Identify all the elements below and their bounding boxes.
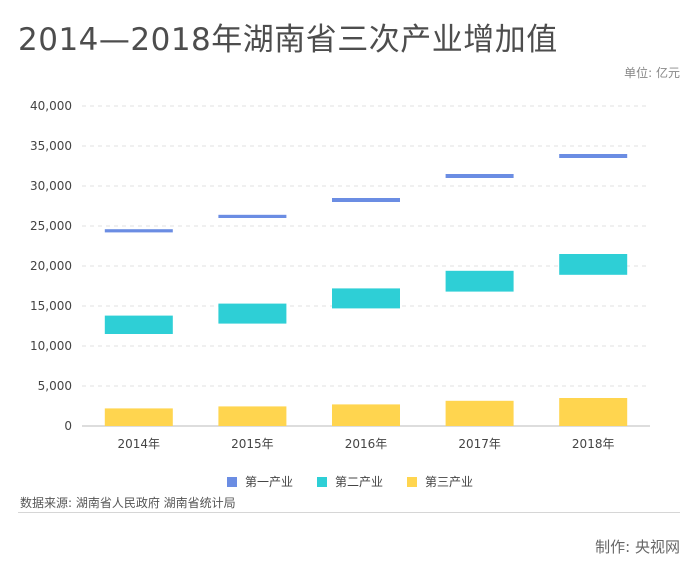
x-tick-label: 2018年	[572, 437, 615, 451]
y-tick-label: 10,000	[30, 339, 72, 353]
chart-area: 0 5,000 10,000 15,000 20,000 25,000 30,000 35,0…	[30, 99, 650, 451]
y-tick-label: 20,000	[30, 259, 72, 273]
x-tick-label: 2017年	[458, 437, 501, 451]
bar-series-3-2	[218, 406, 287, 426]
y-tick-label: 30,000	[30, 179, 72, 193]
legend-swatch-primary	[226, 476, 237, 487]
bar-series-2-4	[445, 270, 514, 292]
legend-item-secondary[interactable]: 第二产业	[316, 473, 383, 490]
legend-swatch-secondary	[316, 476, 327, 487]
bar-series-2-2	[218, 303, 287, 324]
legend-item-tertiary[interactable]: 第三产业	[407, 473, 473, 490]
chart-title: 2014—2018年湖南省三次产业增加值	[18, 22, 558, 58]
y-tick-label: 40,000	[30, 99, 72, 113]
bar-series-1-3	[332, 198, 400, 202]
x-tick-label: 2014年	[118, 437, 161, 451]
bar-series-1-2	[218, 214, 287, 218]
bar-series-2-3	[332, 288, 400, 309]
y-tick-label: 0	[64, 419, 72, 433]
bar-series-1-1	[104, 229, 173, 233]
y-tick-label: 5,000	[38, 379, 72, 393]
bar-series-3-3	[332, 404, 400, 426]
credit-label: 制作: 央视网	[595, 538, 680, 556]
bar-series-3-5	[559, 398, 628, 426]
x-tick-label: 2016年	[345, 437, 388, 451]
bar-series-1-5	[559, 154, 628, 158]
bar-series-3-4	[445, 400, 514, 426]
y-tick-label: 15,000	[30, 299, 72, 313]
chart-legend: 第一产业 第二产业 第三产业	[0, 473, 700, 490]
bar-series-2-5	[559, 254, 628, 275]
legend-label-primary: 第一产业	[244, 475, 293, 489]
bar-series-1-4	[445, 174, 514, 178]
y-tick-label: 35,000	[30, 139, 72, 153]
legend-swatch-tertiary	[407, 476, 417, 487]
y-tick-label: 25,000	[30, 219, 72, 233]
bar-series-2-1	[104, 315, 173, 334]
bar-series-3-1	[104, 408, 173, 426]
x-tick-label: 2015年	[231, 437, 274, 451]
unit-label: 单位: 亿元	[624, 66, 680, 80]
footer-divider	[18, 512, 680, 513]
legend-label-secondary: 第二产业	[334, 475, 383, 489]
legend-item-primary[interactable]: 第一产业	[226, 473, 293, 490]
legend-label-tertiary: 第三产业	[425, 475, 474, 489]
data-source: 数据来源: 湖南省人民政府 湖南省统计局	[20, 496, 236, 510]
